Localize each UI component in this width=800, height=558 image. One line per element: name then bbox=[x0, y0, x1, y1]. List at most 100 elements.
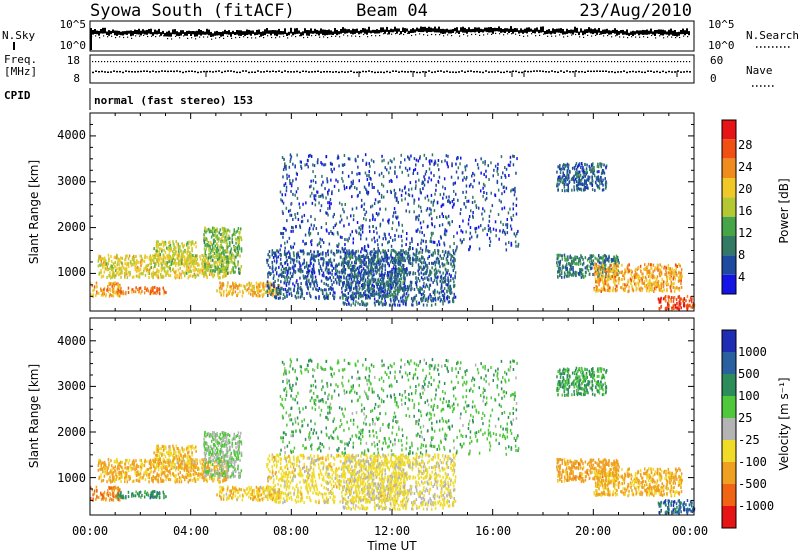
power-echo bbox=[312, 163, 314, 166]
power-echo bbox=[420, 242, 422, 245]
power-echo bbox=[317, 254, 319, 257]
power-echo bbox=[213, 273, 215, 276]
power-echo bbox=[470, 209, 472, 212]
freq-sample bbox=[386, 71, 388, 73]
power-echo bbox=[172, 240, 174, 243]
power-echo bbox=[397, 292, 399, 295]
power-echo bbox=[462, 191, 464, 194]
power-echo bbox=[331, 168, 333, 171]
power-echo bbox=[414, 157, 416, 160]
power-echo bbox=[370, 260, 372, 263]
search-noise-sample bbox=[379, 35, 380, 36]
power-echo bbox=[373, 248, 375, 251]
search-noise-sample bbox=[95, 35, 96, 36]
power-echo bbox=[495, 165, 497, 168]
power-echo bbox=[431, 266, 433, 269]
power-echo bbox=[317, 232, 319, 235]
power-echo bbox=[108, 254, 110, 257]
power-echo bbox=[380, 290, 382, 293]
nave-tick-top: 60 bbox=[710, 54, 723, 67]
freq-sample bbox=[509, 71, 511, 73]
power-echo bbox=[285, 168, 287, 171]
power-echo bbox=[472, 211, 474, 214]
power-echo bbox=[232, 282, 234, 285]
power-echo bbox=[291, 202, 293, 205]
power-echo bbox=[124, 259, 126, 262]
power-echo bbox=[417, 172, 419, 175]
power-echo bbox=[148, 276, 150, 279]
power-echo bbox=[220, 292, 222, 295]
power-echo bbox=[398, 300, 400, 303]
power-echo bbox=[470, 232, 472, 235]
power-echo bbox=[286, 207, 288, 210]
power-echo bbox=[362, 231, 364, 234]
freq-sample bbox=[650, 71, 652, 73]
power-echo bbox=[184, 274, 186, 277]
power-echo bbox=[372, 186, 374, 189]
power-echo bbox=[332, 163, 334, 166]
power-echo bbox=[157, 240, 159, 243]
power-echo bbox=[343, 275, 345, 278]
power-echo bbox=[98, 265, 100, 268]
power-echo bbox=[390, 236, 392, 239]
power-echo bbox=[222, 234, 224, 237]
nave-sample bbox=[362, 61, 363, 62]
power-echo bbox=[352, 256, 354, 259]
power-echo bbox=[187, 269, 189, 272]
power-echo bbox=[444, 254, 446, 257]
freq-sample bbox=[236, 72, 238, 74]
power-echo bbox=[256, 289, 258, 292]
power-echo bbox=[353, 180, 355, 183]
power-echo bbox=[246, 284, 248, 287]
power-echo bbox=[515, 240, 517, 243]
power-echo bbox=[423, 285, 425, 288]
nave-sample bbox=[524, 61, 525, 62]
search-noise-sample bbox=[303, 37, 304, 38]
power-echo bbox=[313, 258, 315, 261]
search-noise-sample bbox=[535, 35, 536, 36]
power-echo bbox=[296, 154, 298, 157]
power-echo bbox=[109, 295, 111, 298]
power-echo bbox=[477, 234, 479, 237]
power-echo bbox=[148, 264, 150, 267]
nave-sample bbox=[491, 61, 492, 62]
power-echo bbox=[106, 268, 108, 271]
power-echo bbox=[114, 276, 116, 279]
power-echo bbox=[442, 197, 444, 200]
power-echo bbox=[229, 244, 231, 247]
power-echo bbox=[149, 256, 151, 259]
power-echo bbox=[351, 261, 353, 264]
power-echo bbox=[275, 296, 277, 299]
power-echo bbox=[144, 260, 146, 263]
power-echo bbox=[222, 249, 224, 252]
power-echo bbox=[422, 256, 424, 259]
power-echo bbox=[320, 245, 322, 248]
power-echo bbox=[460, 229, 462, 232]
power-echo bbox=[351, 171, 353, 174]
power-echo bbox=[396, 229, 398, 232]
power-echo bbox=[348, 263, 350, 266]
power-echo bbox=[421, 182, 423, 185]
power-echo bbox=[430, 295, 432, 298]
power-echo bbox=[319, 272, 321, 275]
power-echo bbox=[261, 289, 263, 292]
power-echo bbox=[284, 242, 286, 245]
power-echo bbox=[286, 177, 288, 180]
power-echo bbox=[434, 209, 436, 212]
power-echo bbox=[491, 192, 493, 195]
power-echo bbox=[383, 196, 385, 199]
power-echo bbox=[328, 253, 330, 256]
power-echo bbox=[181, 256, 183, 259]
power-echo bbox=[207, 229, 209, 232]
power-echo bbox=[403, 264, 405, 267]
power-echo bbox=[510, 156, 512, 159]
power-echo bbox=[98, 273, 100, 276]
power-echo bbox=[407, 296, 409, 299]
power-echo bbox=[194, 266, 196, 269]
power-echo bbox=[297, 197, 299, 200]
power-echo bbox=[300, 296, 302, 299]
power-echo bbox=[390, 291, 392, 294]
power-echo bbox=[301, 295, 303, 298]
power-echo bbox=[427, 300, 429, 303]
search-noise-sample bbox=[135, 35, 136, 36]
